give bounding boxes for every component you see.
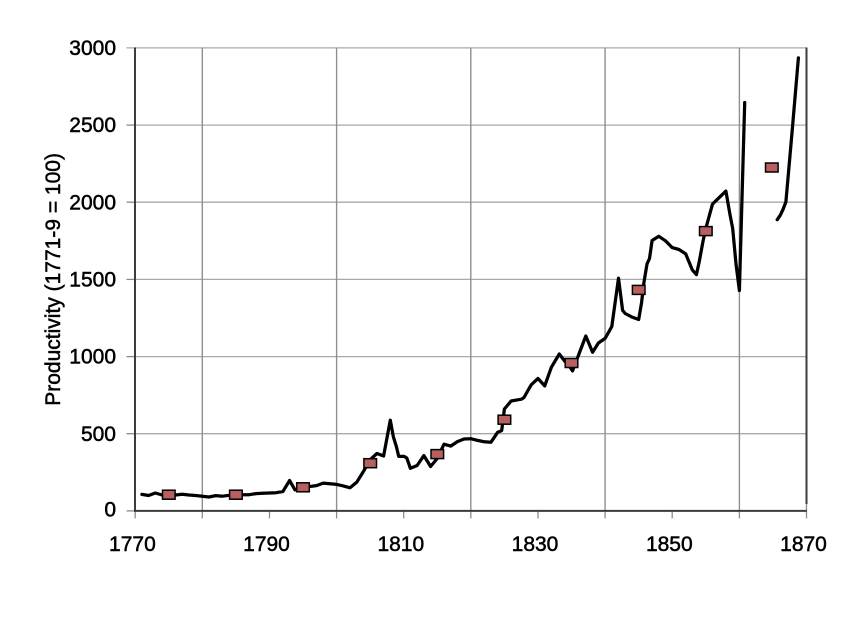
svg-text:Productivity (1771-9 = 100): Productivity (1771-9 = 100) bbox=[42, 153, 65, 406]
svg-text:1770: 1770 bbox=[109, 533, 156, 556]
svg-text:1830: 1830 bbox=[512, 533, 559, 556]
svg-text:0: 0 bbox=[104, 499, 116, 522]
svg-text:1000: 1000 bbox=[69, 346, 116, 369]
svg-text:1810: 1810 bbox=[377, 533, 424, 556]
svg-text:1790: 1790 bbox=[243, 533, 290, 556]
svg-text:2000: 2000 bbox=[69, 191, 116, 214]
svg-text:500: 500 bbox=[81, 423, 116, 446]
svg-text:1500: 1500 bbox=[69, 269, 116, 292]
svg-text:3000: 3000 bbox=[69, 37, 116, 60]
svg-text:2500: 2500 bbox=[69, 114, 116, 137]
svg-text:1850: 1850 bbox=[646, 533, 693, 556]
svg-text:1870: 1870 bbox=[780, 533, 827, 556]
